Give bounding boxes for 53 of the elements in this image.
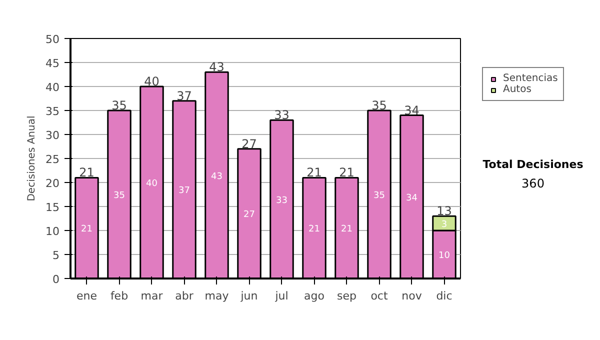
x-tick-label: mar	[140, 290, 164, 302]
data-label: 34	[406, 193, 418, 204]
data-label: 35	[374, 191, 385, 201]
data-label: 33	[276, 196, 288, 206]
y-tick-label: 10	[46, 225, 60, 238]
x-tick-label: sep	[337, 290, 357, 302]
x-tick-label: nov	[402, 290, 422, 302]
total-label: 40	[144, 74, 160, 88]
data-label: 37	[178, 186, 190, 196]
data-label: 35	[114, 191, 125, 201]
data-label: 40	[146, 179, 158, 189]
x-tick-label: jul	[274, 290, 288, 302]
total-label: 27	[242, 136, 257, 151]
y-tick-label: 50	[46, 33, 60, 46]
text: 360	[522, 176, 544, 191]
y-tick-label: 0	[52, 273, 60, 286]
total-label: 35	[372, 98, 387, 112]
legend-label: Autos	[503, 84, 532, 95]
x-tick-label: may	[204, 290, 230, 302]
y-tick-label: 15	[46, 201, 60, 214]
y-axis-title: Decisiones Anual	[26, 116, 38, 202]
total-label: 35	[112, 98, 127, 112]
y-tick-label: 25	[46, 153, 60, 166]
total-label: 21	[79, 166, 94, 180]
total-label: 21	[339, 166, 354, 180]
data-label: 27	[244, 210, 255, 220]
x-tick-label: feb	[110, 290, 128, 302]
y-tick-label: 45	[46, 57, 60, 70]
legend-label: Sentencias	[503, 73, 558, 84]
total-label: 33	[274, 108, 290, 122]
y-tick-label: 35	[46, 105, 60, 118]
x-tick-label: ago	[304, 290, 325, 302]
x-tick-label: abr	[175, 290, 194, 302]
y-tick-label: 5	[52, 249, 60, 262]
text: Total Decisiones	[482, 158, 584, 172]
x-tick-label: jun	[240, 290, 258, 302]
x-tick-label: oct	[370, 290, 388, 302]
x-tick-label: ene	[76, 290, 98, 302]
total-label: 13	[436, 204, 452, 218]
data-label: 10	[438, 251, 450, 261]
total-label: 21	[306, 166, 322, 180]
data-label: 21	[341, 224, 352, 235]
y-tick-label: 30	[46, 129, 60, 142]
data-label: 3	[441, 220, 448, 230]
data-label: 21	[81, 224, 92, 235]
total-label: 43	[209, 60, 224, 74]
total-label: 34	[404, 103, 420, 118]
data-label: 43	[211, 172, 222, 182]
total-label: 37	[176, 88, 192, 103]
x-tick-label: dic	[436, 290, 452, 302]
data-label: 21	[308, 224, 320, 235]
y-tick-label: 20	[46, 177, 60, 190]
y-tick-label: 40	[46, 81, 60, 94]
